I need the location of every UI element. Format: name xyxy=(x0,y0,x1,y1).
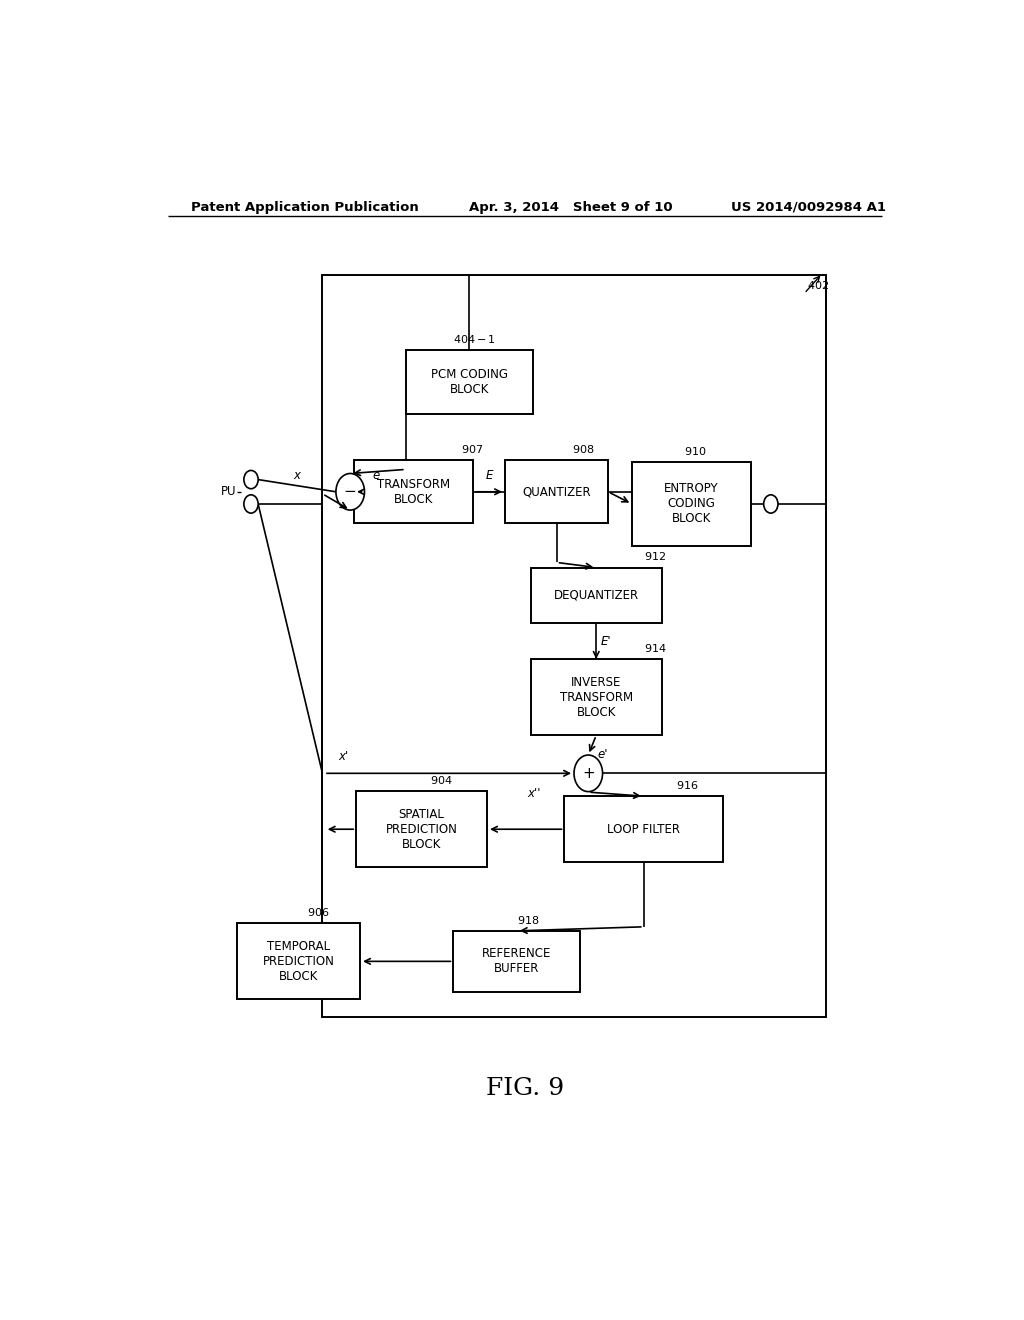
Bar xyxy=(530,659,662,735)
Text: $\it{402}$: $\it{402}$ xyxy=(807,279,828,290)
Bar xyxy=(454,931,581,991)
Circle shape xyxy=(336,474,365,510)
Text: x: x xyxy=(294,469,300,482)
Bar xyxy=(632,462,751,545)
Text: $\it{404-1}$: $\it{404-1}$ xyxy=(454,334,497,346)
Text: Patent Application Publication: Patent Application Publication xyxy=(191,201,419,214)
Text: $\it{906}$: $\it{906}$ xyxy=(306,906,329,919)
Text: PCM CODING
BLOCK: PCM CODING BLOCK xyxy=(431,368,508,396)
Text: INVERSE
TRANSFORM
BLOCK: INVERSE TRANSFORM BLOCK xyxy=(560,676,633,718)
Text: e: e xyxy=(373,469,380,482)
Text: +: + xyxy=(582,766,595,781)
Text: $\it{912}$: $\it{912}$ xyxy=(644,550,666,562)
Text: QUANTIZER: QUANTIZER xyxy=(522,486,591,498)
Bar xyxy=(238,923,360,999)
Text: −: − xyxy=(344,484,356,499)
Text: $\it{904}$: $\it{904}$ xyxy=(430,774,453,785)
Bar xyxy=(356,791,487,867)
Text: E: E xyxy=(485,469,493,482)
Text: e': e' xyxy=(598,747,608,760)
Bar xyxy=(406,351,532,413)
Text: x'': x'' xyxy=(527,788,541,800)
Text: x': x' xyxy=(338,750,348,763)
Text: ENTROPY
CODING
BLOCK: ENTROPY CODING BLOCK xyxy=(665,483,719,525)
Text: $\it{910}$: $\it{910}$ xyxy=(684,445,706,457)
Bar xyxy=(564,796,723,862)
Text: PU: PU xyxy=(221,486,237,498)
Text: TRANSFORM
BLOCK: TRANSFORM BLOCK xyxy=(377,478,451,506)
Text: $\it{916}$: $\it{916}$ xyxy=(676,779,698,791)
Text: Apr. 3, 2014   Sheet 9 of 10: Apr. 3, 2014 Sheet 9 of 10 xyxy=(469,201,673,214)
Circle shape xyxy=(244,495,258,513)
Circle shape xyxy=(244,470,258,488)
Circle shape xyxy=(764,495,778,513)
Text: LOOP FILTER: LOOP FILTER xyxy=(607,822,680,836)
Text: US 2014/0092984 A1: US 2014/0092984 A1 xyxy=(731,201,886,214)
Text: $\it{908}$: $\it{908}$ xyxy=(572,444,595,455)
Text: DEQUANTIZER: DEQUANTIZER xyxy=(554,589,639,602)
Text: FIG. 9: FIG. 9 xyxy=(485,1077,564,1100)
Text: $\it{914}$: $\it{914}$ xyxy=(644,642,667,653)
Bar xyxy=(505,461,608,523)
Text: REFERENCE
BUFFER: REFERENCE BUFFER xyxy=(482,948,552,975)
Text: TEMPORAL
PREDICTION
BLOCK: TEMPORAL PREDICTION BLOCK xyxy=(263,940,335,983)
Bar xyxy=(530,568,662,623)
Circle shape xyxy=(574,755,602,792)
Text: $\it{918}$: $\it{918}$ xyxy=(517,913,540,925)
Text: SPATIAL
PREDICTION
BLOCK: SPATIAL PREDICTION BLOCK xyxy=(386,808,458,850)
Bar xyxy=(323,276,826,1018)
Text: E': E' xyxy=(600,635,611,648)
Bar xyxy=(354,461,473,523)
Text: $\it{907}$: $\it{907}$ xyxy=(461,444,483,455)
